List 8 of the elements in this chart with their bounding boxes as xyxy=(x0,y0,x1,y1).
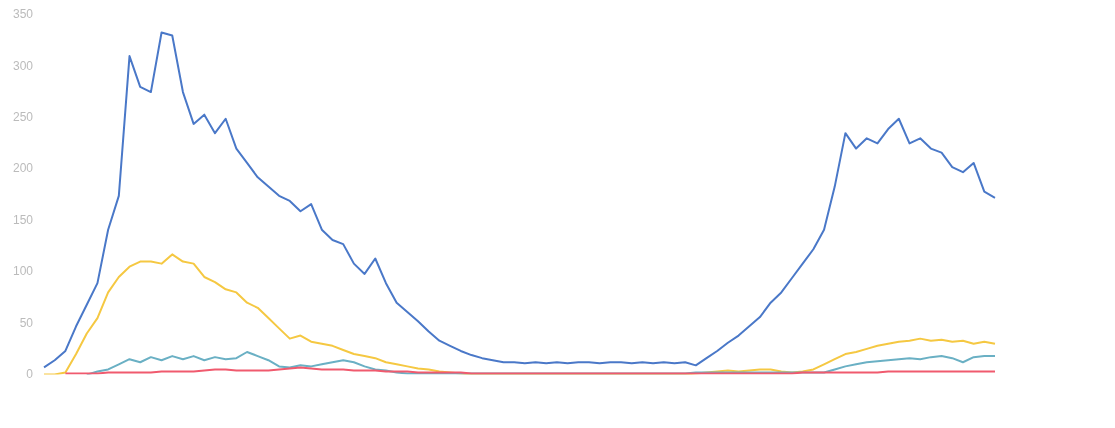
y-tick-label: 200 xyxy=(12,161,34,176)
y-tick-label: 350 xyxy=(12,7,34,22)
y-tick-label: 100 xyxy=(12,264,34,279)
y-tick-label: 50 xyxy=(19,315,34,330)
y-tick-label: 250 xyxy=(12,110,34,125)
y-tick-label: 300 xyxy=(12,58,34,73)
y-tick-label: 150 xyxy=(12,212,34,227)
y-tick-label: 0 xyxy=(26,366,34,381)
